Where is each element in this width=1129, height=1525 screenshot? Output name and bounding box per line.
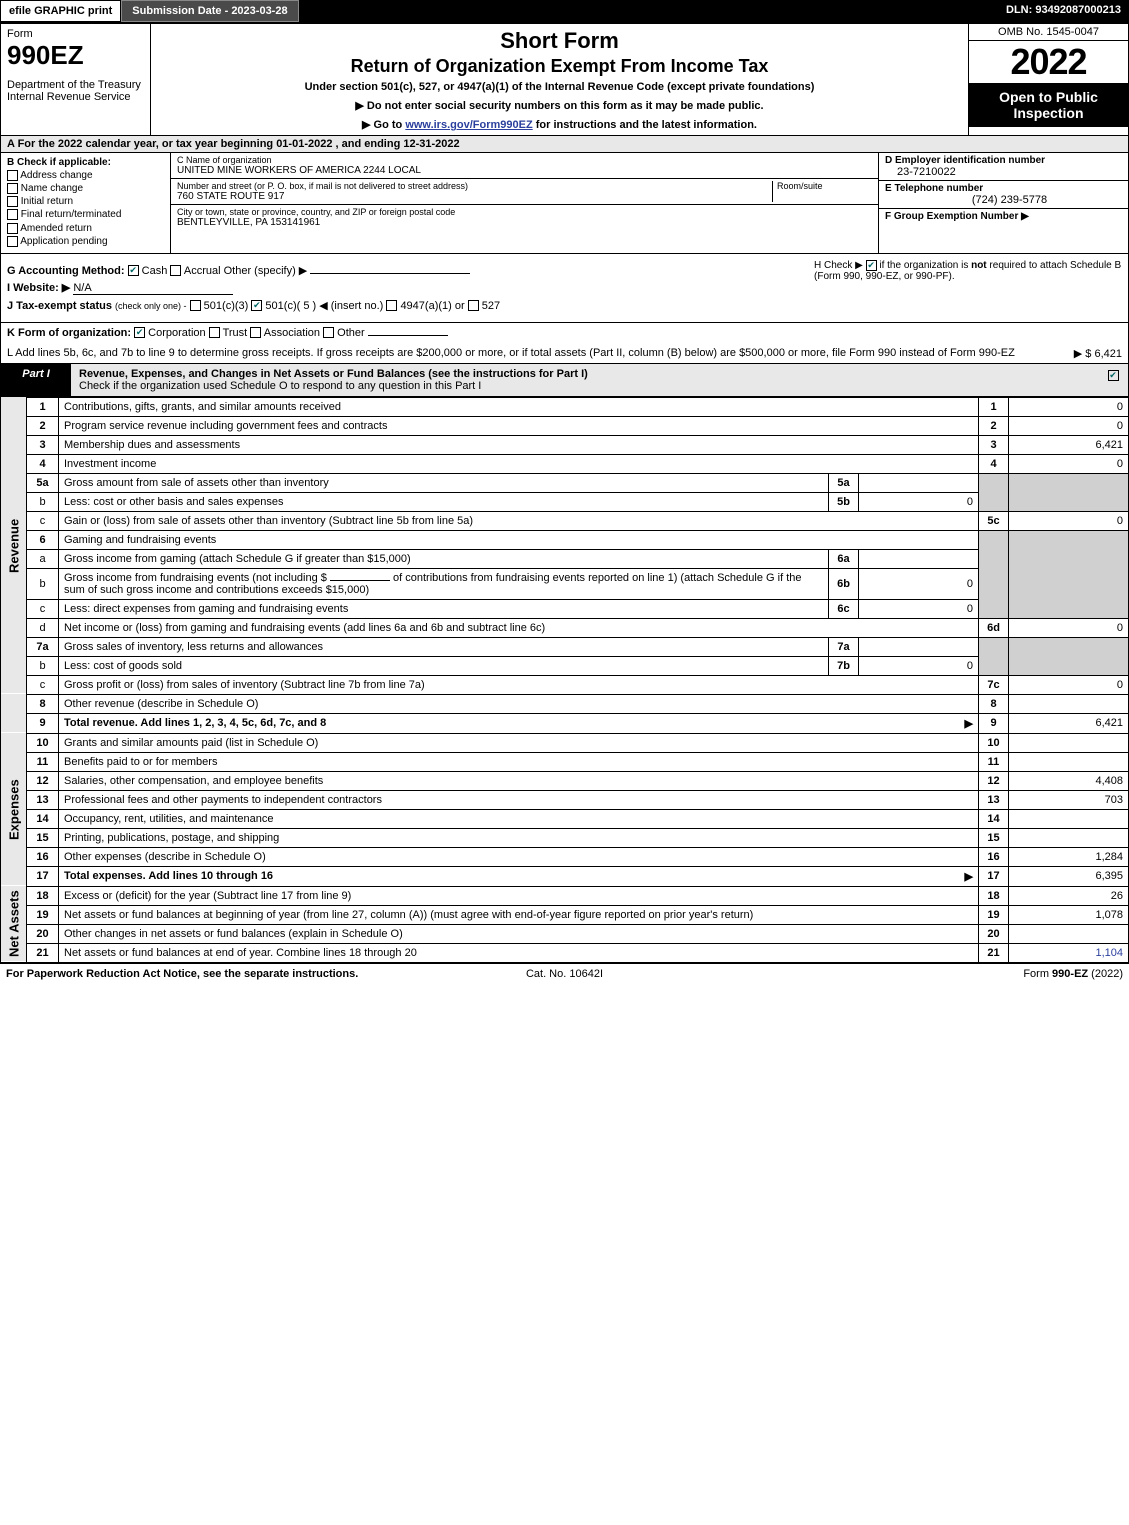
room-label: Room/suite bbox=[777, 181, 872, 191]
row-j: J Tax-exempt status (check only one) - 5… bbox=[7, 299, 802, 312]
val-5c: 0 bbox=[1009, 511, 1129, 530]
row-l: L Add lines 5b, 6c, and 7b to line 9 to … bbox=[0, 343, 1129, 364]
header-left: Form 990EZ Department of the Treasury In… bbox=[1, 24, 151, 135]
under-section: Under section 501(c), 527, or 4947(a)(1)… bbox=[159, 81, 960, 93]
row-g: G Accounting Method: Cash Accrual Other … bbox=[7, 264, 802, 277]
c-name-label: C Name of organization bbox=[177, 155, 872, 165]
vlabel-expenses: Expenses bbox=[1, 733, 27, 886]
group-label: F Group Exemption Number ▶ bbox=[885, 211, 1029, 222]
val-17: 6,395 bbox=[1009, 866, 1129, 886]
phone-label: E Telephone number bbox=[885, 183, 983, 194]
chk-pending[interactable]: Application pending bbox=[7, 236, 164, 247]
omb-number: OMB No. 1545-0047 bbox=[969, 24, 1128, 41]
row-h: H Check ▶ if the organization is not req… bbox=[808, 254, 1128, 322]
note-goto: ▶ Go to www.irs.gov/Form990EZ for instru… bbox=[159, 118, 960, 131]
val-14 bbox=[1009, 809, 1129, 828]
lines-table: Revenue 1 Contributions, gifts, grants, … bbox=[0, 397, 1129, 963]
val-18: 26 bbox=[1009, 886, 1129, 905]
part-sub: Check if the organization used Schedule … bbox=[79, 380, 481, 392]
val-1: 0 bbox=[1009, 397, 1129, 416]
val-12: 4,408 bbox=[1009, 771, 1129, 790]
note-ssn: ▶ Do not enter social security numbers o… bbox=[159, 99, 960, 112]
val-13: 703 bbox=[1009, 790, 1129, 809]
val-4: 0 bbox=[1009, 454, 1129, 473]
chk-schedule-o[interactable] bbox=[1108, 370, 1119, 381]
col-c: C Name of organization UNITED MINE WORKE… bbox=[171, 153, 878, 253]
col-b: B Check if applicable: Address change Na… bbox=[1, 153, 171, 253]
footer: For Paperwork Reduction Act Notice, see … bbox=[0, 963, 1129, 984]
part-i-header: Part I Revenue, Expenses, and Changes in… bbox=[0, 364, 1129, 397]
street-label: Number and street (or P. O. box, if mail… bbox=[177, 181, 772, 191]
city-label: City or town, state or province, country… bbox=[177, 207, 872, 217]
footer-right: Form 990-EZ (2022) bbox=[751, 968, 1123, 980]
dln: DLN: 93492087000213 bbox=[998, 0, 1129, 22]
form-header: Form 990EZ Department of the Treasury In… bbox=[0, 23, 1129, 136]
website: N/A bbox=[73, 282, 233, 295]
val-11 bbox=[1009, 752, 1129, 771]
chk-address[interactable]: Address change bbox=[7, 170, 164, 181]
val-2: 0 bbox=[1009, 416, 1129, 435]
city: BENTLEYVILLE, PA 153141961 bbox=[177, 217, 872, 228]
efile-badge: efile GRAPHIC print bbox=[0, 0, 121, 22]
val-3: 6,421 bbox=[1009, 435, 1129, 454]
val-10 bbox=[1009, 733, 1129, 752]
submission-date: Submission Date - 2023-03-28 bbox=[121, 0, 298, 22]
chk-501c3[interactable] bbox=[190, 300, 201, 311]
part-label: Part I bbox=[1, 364, 71, 396]
chk-assoc[interactable] bbox=[250, 327, 261, 338]
part-title: Revenue, Expenses, and Changes in Net As… bbox=[79, 368, 588, 380]
b-title: B Check if applicable: bbox=[7, 157, 111, 168]
chk-4947[interactable] bbox=[386, 300, 397, 311]
chk-amended[interactable]: Amended return bbox=[7, 223, 164, 234]
tax-year: 2022 bbox=[969, 41, 1128, 83]
chk-accrual[interactable] bbox=[170, 265, 181, 276]
val-19: 1,078 bbox=[1009, 905, 1129, 924]
form-word: Form bbox=[7, 28, 144, 40]
val-21: 1,104 bbox=[1009, 943, 1129, 962]
footer-left: For Paperwork Reduction Act Notice, see … bbox=[6, 968, 378, 980]
street: 760 STATE ROUTE 917 bbox=[177, 191, 772, 202]
row-k: K Form of organization: Corporation Trus… bbox=[0, 323, 1129, 343]
chk-trust[interactable] bbox=[209, 327, 220, 338]
footer-center: Cat. No. 10642I bbox=[378, 968, 750, 980]
ein-label: D Employer identification number bbox=[885, 155, 1045, 166]
val-6d: 0 bbox=[1009, 618, 1129, 637]
form-number: 990EZ bbox=[7, 40, 144, 71]
vlabel-netassets: Net Assets bbox=[1, 886, 27, 962]
header-center: Short Form Return of Organization Exempt… bbox=[151, 24, 968, 135]
col-d: D Employer identification number 23-7210… bbox=[878, 153, 1128, 253]
title: Short Form bbox=[159, 28, 960, 54]
chk-final[interactable]: Final return/terminated bbox=[7, 209, 164, 220]
header-right: OMB No. 1545-0047 2022 Open to Public In… bbox=[968, 24, 1128, 135]
org-name: UNITED MINE WORKERS OF AMERICA 2244 LOCA… bbox=[177, 165, 872, 176]
chk-cash[interactable] bbox=[128, 265, 139, 276]
val-20 bbox=[1009, 924, 1129, 943]
val-15 bbox=[1009, 828, 1129, 847]
chk-name[interactable]: Name change bbox=[7, 183, 164, 194]
vlabel-revenue: Revenue bbox=[1, 397, 27, 694]
val-7c: 0 bbox=[1009, 675, 1129, 694]
ein: 23-7210022 bbox=[885, 166, 1122, 178]
section-b-to-f: B Check if applicable: Address change Na… bbox=[0, 153, 1129, 254]
subtitle: Return of Organization Exempt From Incom… bbox=[159, 56, 960, 77]
chk-initial[interactable]: Initial return bbox=[7, 196, 164, 207]
chk-other-org[interactable] bbox=[323, 327, 334, 338]
topbar: efile GRAPHIC print Submission Date - 20… bbox=[0, 0, 1129, 23]
inspection-badge: Open to Public Inspection bbox=[969, 83, 1128, 127]
phone: (724) 239-5778 bbox=[885, 194, 1122, 206]
row-i: I Website: ▶ N/A bbox=[7, 281, 802, 295]
val-8 bbox=[1009, 694, 1129, 713]
row-a: A For the 2022 calendar year, or tax yea… bbox=[0, 136, 1129, 153]
irs-link[interactable]: www.irs.gov/Form990EZ bbox=[405, 119, 532, 131]
dept: Department of the Treasury Internal Reve… bbox=[7, 79, 144, 103]
chk-501c[interactable] bbox=[251, 300, 262, 311]
section-g-to-j: G Accounting Method: Cash Accrual Other … bbox=[0, 254, 1129, 323]
chk-527[interactable] bbox=[468, 300, 479, 311]
chk-h[interactable] bbox=[866, 260, 877, 271]
l-value: ▶ $ 6,421 bbox=[1074, 347, 1122, 360]
val-9: 6,421 bbox=[1009, 713, 1129, 733]
val-16: 1,284 bbox=[1009, 847, 1129, 866]
chk-corp[interactable] bbox=[134, 327, 145, 338]
